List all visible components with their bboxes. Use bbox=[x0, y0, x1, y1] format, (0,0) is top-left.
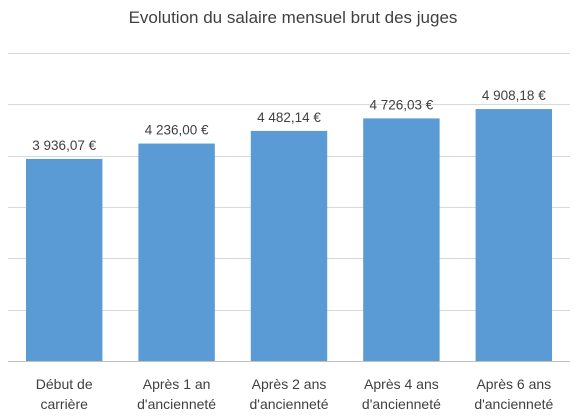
bar bbox=[363, 118, 440, 361]
bar bbox=[475, 109, 553, 362]
data-label: 4 726,03 € bbox=[369, 97, 433, 112]
chart-title: Evolution du salaire mensuel brut des ju… bbox=[128, 8, 458, 27]
bar bbox=[25, 158, 103, 361]
x-axis: Début de carrière Après 1 an d'ancienneté Ap… bbox=[36, 376, 554, 412]
x-tick-label: Après 2 ans d'ancienneté bbox=[250, 376, 329, 412]
bar bbox=[138, 143, 215, 361]
data-label: 4 482,14 € bbox=[257, 110, 321, 125]
bars bbox=[25, 109, 553, 362]
data-label: 3 936,07 € bbox=[32, 138, 96, 153]
bar bbox=[250, 130, 328, 361]
x-tick-label: Début de carrière bbox=[36, 376, 93, 412]
data-labels: 3 936,07 € 4 236,00 € 4 482,14 € 4 726,03 €… bbox=[32, 88, 546, 153]
x-tick-label: Après 1 an d'ancienneté bbox=[137, 376, 216, 412]
x-tick-label: Après 4 ans d'ancienneté bbox=[362, 376, 441, 412]
data-label: 4 236,00 € bbox=[145, 123, 209, 138]
data-label: 4 908,18 € bbox=[482, 88, 546, 103]
x-tick-label: Après 6 ans d'ancienneté bbox=[474, 376, 553, 412]
